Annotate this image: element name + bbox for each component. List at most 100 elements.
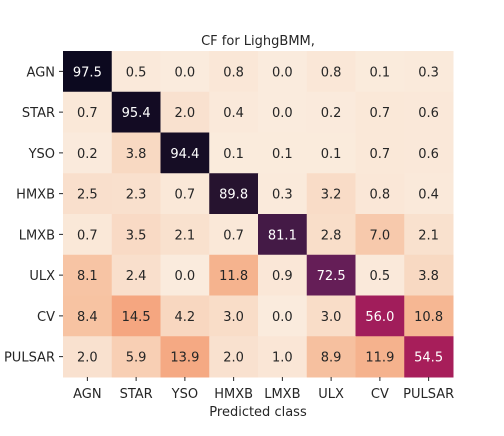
cell-value-label: 81.1 [268,228,297,243]
cell-value-label: 2.1 [175,228,196,243]
cell-value-label: 0.5 [370,269,391,284]
cell-value-label: 0.7 [370,147,391,162]
heatmap-cell-lmxb-lmxb [258,214,308,256]
cell-value-label: 2.0 [175,106,196,121]
cell-value-label: 0.8 [370,188,391,203]
heatmap-cell-yso-agn [63,132,113,174]
heatmap-cell-pulsar-star [111,336,161,378]
heatmap-cell-cv-ulx [306,295,356,337]
x-tick-label: YSO [171,387,198,402]
heatmap-cell-pulsar-agn [63,336,113,378]
heatmap-cell-hmxb-agn [63,173,113,215]
heatmap-cell-lmxb-pulsar [404,214,454,256]
y-tick-label: CV [37,310,55,325]
heatmap-cell-lmxb-hmxb [209,214,259,256]
cell-value-label: 0.0 [272,65,293,80]
y-tick-label: YSO [28,147,55,162]
heatmap-cell-ulx-hmxb [209,254,259,296]
heatmap-cell-hmxb-star [111,173,161,215]
heatmap-cell-cv-star [111,295,161,337]
cell-value-label: 14.5 [122,310,151,325]
cell-value-label: 0.7 [223,228,244,243]
cell-value-label: 3.2 [321,188,342,203]
x-tick-label: AGN [73,387,101,402]
cell-value-label: 0.0 [272,106,293,121]
y-tick-label: AGN [27,65,55,80]
heatmap-cell-cv-cv [355,295,405,337]
cell-value-label: 94.4 [170,147,199,162]
heatmap-cell-ulx-cv [355,254,405,296]
cell-value-label: 0.1 [370,65,391,80]
cell-value-label: 2.8 [321,228,342,243]
heatmap-cell-star-pulsar [404,91,454,133]
heatmap-cell-hmxb-cv [355,173,405,215]
heatmap-cell-yso-lmxb [258,132,308,174]
heatmap-cell-pulsar-lmxb [258,336,308,378]
heatmap-cell-cv-yso [160,295,210,337]
heatmap-cell-star-cv [355,91,405,133]
heatmap-cell-star-ulx [306,91,356,133]
heatmap-cell-star-star [111,91,161,133]
cell-value-label: 2.0 [223,351,244,366]
heatmap-cell-pulsar-pulsar [404,336,454,378]
heatmap-cell-yso-star [111,132,161,174]
heatmap-cell-hmxb-hmxb [209,173,259,215]
y-tick-label: PULSAR [4,351,55,366]
x-tick-label: HMXB [214,387,253,402]
heatmap-cell-lmxb-agn [63,214,113,256]
cell-value-label: 8.4 [77,310,98,325]
cell-value-label: 13.9 [170,351,199,366]
heatmap-cell-cv-pulsar [404,295,454,337]
cell-value-label: 0.2 [321,106,342,121]
cell-value-label: 0.8 [223,65,244,80]
heatmap-cell-star-lmxb [258,91,308,133]
heatmap-cell-agn-lmxb [258,51,308,93]
heatmap-cell-lmxb-yso [160,214,210,256]
heatmap-cell-lmxb-cv [355,214,405,256]
heatmap-cell-ulx-pulsar [404,254,454,296]
heatmap-cell-yso-pulsar [404,132,454,174]
x-tick-label: LMXB [264,387,300,402]
y-tick-label: ULX [29,269,55,284]
cell-value-label: 0.1 [272,147,293,162]
cell-value-label: 4.2 [175,310,196,325]
heatmap-cell-hmxb-yso [160,173,210,215]
cell-value-label: 72.5 [317,269,346,284]
cell-value-label: 8.1 [77,269,98,284]
cell-value-label: 0.2 [77,147,98,162]
cell-value-label: 3.0 [223,310,244,325]
cell-value-label: 56.0 [365,310,394,325]
cell-value-label: 0.0 [272,310,293,325]
cell-value-label: 95.4 [122,106,151,121]
cell-value-label: 0.8 [321,65,342,80]
cell-value-label: 54.5 [414,351,443,366]
heatmap-cell-cv-lmxb [258,295,308,337]
cell-value-label: 7.0 [370,228,391,243]
heatmap-cell-agn-agn [63,51,113,93]
y-axis: AGN STAR YSO HMXB LMXB ULX CV PULSAR [4,65,63,366]
cell-value-label: 10.8 [414,310,443,325]
heatmap-cell-pulsar-yso [160,336,210,378]
heatmap-cell-pulsar-hmxb [209,336,259,378]
heatmap-cell-hmxb-lmxb [258,173,308,215]
heatmap-cell-cv-hmxb [209,295,259,337]
cell-value-label: 3.0 [321,310,342,325]
heatmap-cell-yso-ulx [306,132,356,174]
cell-value-label: 97.5 [73,65,102,80]
cell-value-label: 0.9 [272,269,293,284]
cell-value-label: 2.4 [126,269,147,284]
heatmap-cell-pulsar-ulx [306,336,356,378]
cell-value-label: 0.7 [175,188,196,203]
cell-value-label: 0.0 [175,269,196,284]
heatmap-cell-yso-cv [355,132,405,174]
cell-value-label: 11.8 [219,269,248,284]
heatmap-cell-lmxb-star [111,214,161,256]
cell-value-label: 2.1 [418,228,439,243]
heatmap-cell-agn-yso [160,51,210,93]
cell-value-label: 2.0 [77,351,98,366]
cell-value-label: 0.6 [418,147,439,162]
cell-value-label: 0.7 [77,228,98,243]
cell-value-label: 0.1 [223,147,244,162]
heatmap-cell-cv-agn [63,295,113,337]
